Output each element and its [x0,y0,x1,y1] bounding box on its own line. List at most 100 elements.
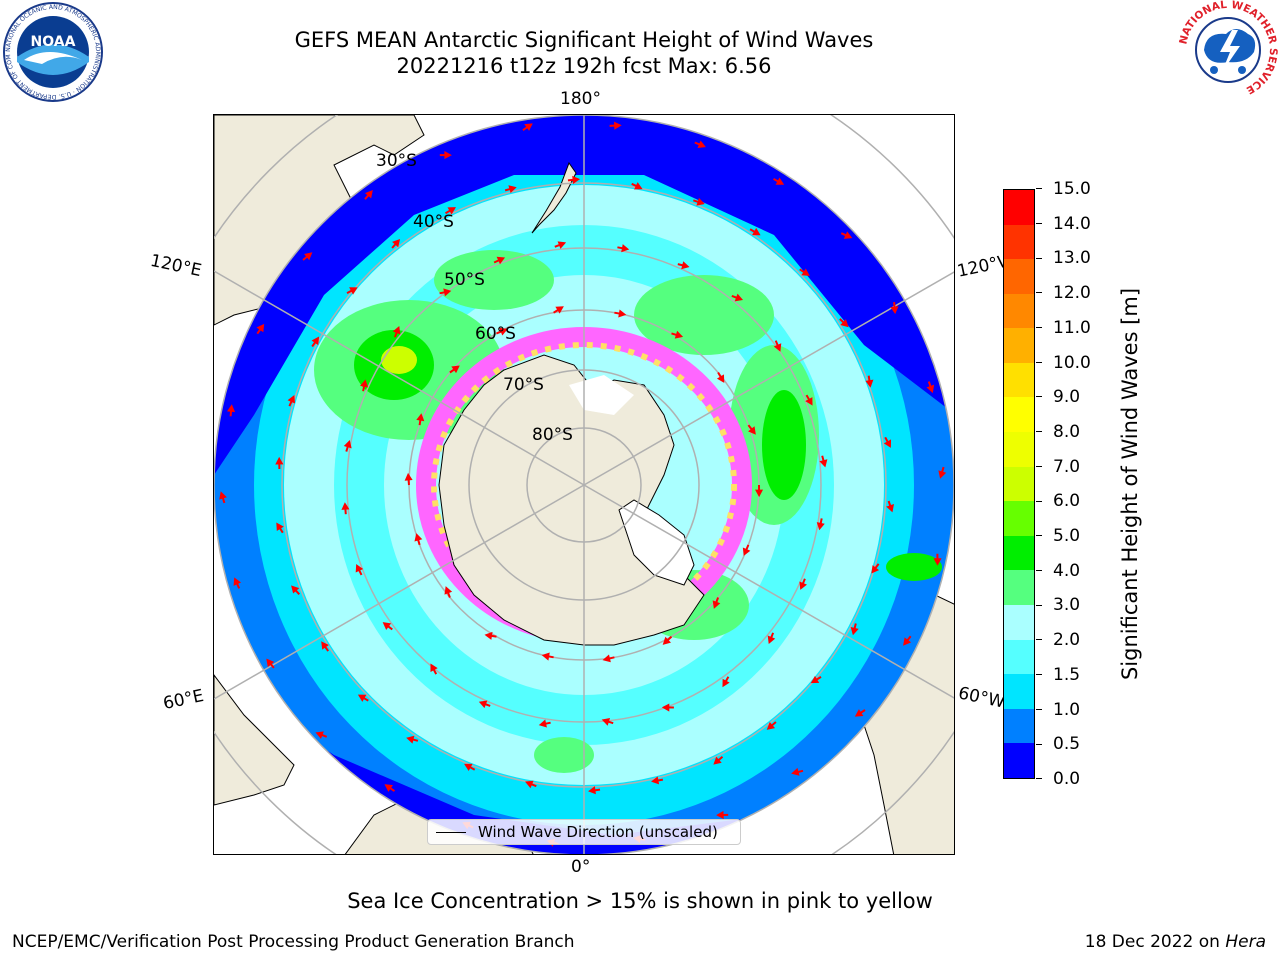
wind-wave-arrow-head [886,504,894,513]
wind-wave-arrow-head [865,379,874,388]
colorbar-title: Significant Height of Wind Waves [m] [1118,287,1142,681]
colorbar-tick [1036,500,1042,502]
colorbar-tick [1036,570,1042,571]
wind-wave-arrow-head [766,721,776,730]
colorbar-segment [1004,674,1034,709]
wind-wave-arrow-head [712,600,721,609]
wind-wave-arrow-head [938,470,947,479]
wind-wave-arrow-head [266,658,275,667]
colorbar-tick [1036,708,1042,710]
wind-wave-arrow-head [767,635,776,645]
wind-wave-arrow-head [321,641,329,650]
colorbar-tick [1036,222,1042,224]
colorbar-tick-label: 2.0 [1053,630,1081,651]
wind-wave-arrow-head [681,261,690,270]
colorbar-segment [1004,708,1034,744]
wind-wave-arrow-head [256,323,265,333]
wind-wave-arrow-head [843,231,853,239]
colorbar-tick [1036,465,1042,467]
colorbar-segment [1004,293,1034,329]
colorbar [1003,189,1035,779]
wind-wave-arrow-head [850,627,859,636]
wind-wave-arrow-head [755,489,764,498]
colorbar-tick-label: 6.0 [1053,491,1081,512]
wind-wave-arrow-head [276,522,284,532]
wind-wave-arrow-head [447,207,456,215]
wind-wave-arrow-head [416,413,425,422]
colorbar-tick-label: 14.0 [1053,213,1091,234]
lat-label-50s: 50°S [444,270,485,290]
colorbar-tick-label: 9.0 [1053,387,1081,408]
wind-wave-arrow-head [478,700,488,709]
wind-wave-arrow-head [903,637,912,646]
lon-label-0: 0° [571,857,591,877]
legend-line-swatch [436,832,466,833]
lat-label-70s: 70°S [503,375,544,395]
wind-wave-arrow-head [716,810,724,820]
colorbar-segment [1004,466,1034,502]
wind-wave-arrow-head [799,581,807,590]
wind-wave-arrow-head [840,319,849,328]
noaa-logo-text: NOAA [31,34,76,50]
colorbar-segment [1004,259,1034,294]
wind-wave-arrow-head [443,288,452,297]
colorbar-segment [1004,224,1034,260]
wind-wave-arrow-head [696,197,705,206]
wind-wave-arrow-head [854,709,864,717]
wind-wave-arrow-head [716,374,725,383]
wind-wave-arrow-head [661,703,670,712]
lat-label-40s: 40°S [413,212,454,232]
chart-subtitle: 20221216 t12z 192h fcst Max: 6.56 [396,54,772,78]
wind-wave-arrow-head [360,379,369,388]
colorbar-tick-label: 12.0 [1053,283,1091,304]
wind-wave-arrow-head [775,177,785,185]
colorbar-segment [1004,501,1034,536]
wind-wave-arrow-head [496,256,506,265]
wind-wave-arrow-head [304,252,313,261]
lon-label-120e: 120°E [148,250,204,282]
footer-host: Hera [1225,932,1266,952]
colorbar-tick-label: 3.0 [1053,595,1081,616]
wind-wave-arrow-head [541,652,550,661]
lat-label-80s: 80°S [532,425,573,445]
colorbar-segment [1004,328,1034,363]
wind-wave-arrow-head [227,404,236,413]
lat-label-60s: 60°S [475,324,516,344]
wind-wave-arrow-head [662,636,671,645]
colorbar-tick [1036,292,1042,294]
wind-wave-arrow-head [602,654,611,663]
wind-wave-arrow-head [791,767,800,776]
wind-wave-arrow-head [926,384,935,394]
colorbar-tick [1036,188,1042,190]
colorbar-tick [1036,327,1042,329]
wind-wave-arrow-head [464,763,473,772]
wind-wave-arrow-head [697,140,706,148]
colorbar-tick-label: 0.0 [1053,769,1081,789]
colorbar-tick-label: 11.0 [1053,317,1091,338]
wind-wave-arrow-head [816,522,825,531]
wind-wave-arrow-head [810,675,820,684]
colorbar-tick-label: 10.0 [1053,352,1091,373]
wind-wave-arrow-head [601,718,611,726]
wind-wave-arrow-head [524,123,533,131]
wind-wave-arrow-head [742,547,751,556]
wind-wave-arrow-head [275,456,284,465]
wind-wave-arrow-head [801,268,810,276]
graticule [214,115,954,854]
colorbar-tick-label: 4.0 [1053,560,1081,581]
colorbar-tick-label: 8.0 [1053,421,1081,442]
colorbar-segment [1004,189,1034,225]
noaa-logo: NATIONAL OCEANIC AND ATMOSPHERIC ADMINIS… [2,2,103,102]
wind-wave-arrow-head [311,336,320,346]
wind-wave-arrow-head [364,189,373,199]
wind-wave-arrow-head [349,287,358,295]
colorbar-tick-label: 0.5 [1053,734,1081,755]
wind-wave-arrow-head [406,735,415,744]
wind-wave-arrow-head [555,306,564,314]
wind-wave-arrow-head [508,185,517,194]
colorbar-segment [1004,535,1034,571]
wind-wave-arrow-head [382,622,392,630]
wind-wave-arrow-head [722,678,730,688]
colorbar-tick [1036,674,1042,676]
wind-wave-arrow-head [384,784,393,792]
